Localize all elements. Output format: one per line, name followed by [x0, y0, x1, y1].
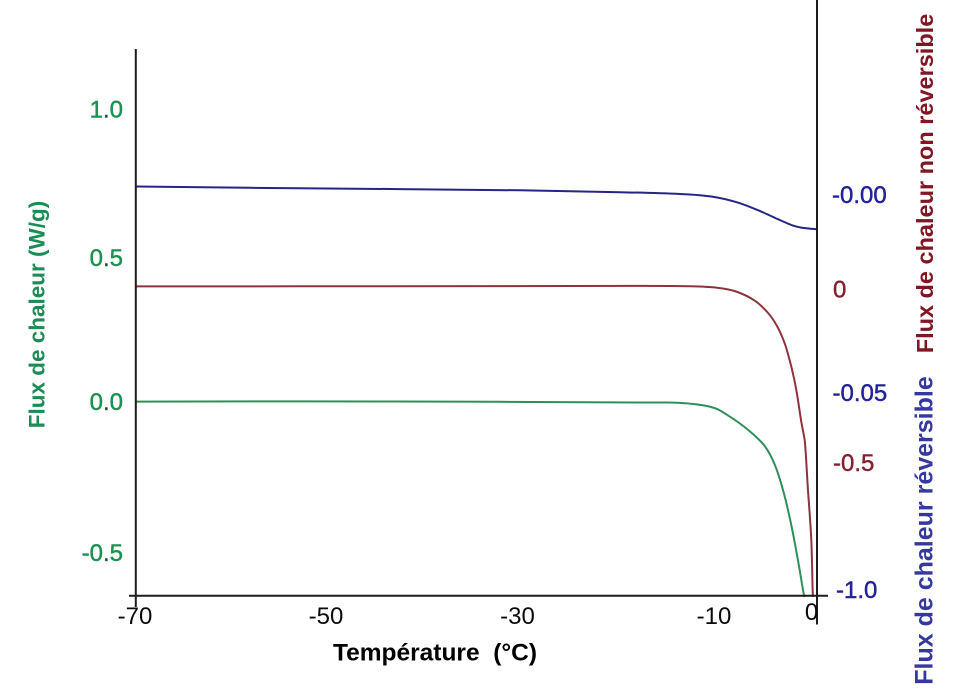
svg-text:0: 0: [805, 599, 818, 626]
svg-text:-50: -50: [309, 603, 344, 630]
svg-text:1.0: 1.0: [90, 96, 123, 123]
svg-text:-0.05: -0.05: [833, 380, 888, 407]
svg-text:-10: -10: [697, 603, 732, 630]
svg-text:-30: -30: [500, 603, 535, 630]
svg-text:Flux de chaleur non réversible: Flux de chaleur non réversible: [912, 14, 938, 354]
svg-text:Flux de chaleur (W/g): Flux de chaleur (W/g): [25, 201, 50, 429]
svg-text:-70: -70: [118, 603, 153, 630]
svg-text:0.5: 0.5: [90, 245, 123, 272]
svg-text:Température (°C): Température (°C): [333, 640, 537, 667]
svg-text:0.0: 0.0: [90, 389, 123, 416]
svg-text:0: 0: [833, 276, 846, 303]
svg-text:-1.0: -1.0: [836, 577, 877, 604]
svg-text:-0.5: -0.5: [82, 540, 123, 567]
svg-text:Flux de chaleur réversible: Flux de chaleur réversible: [911, 376, 939, 685]
svg-text:-0.00: -0.00: [832, 182, 887, 209]
svg-text:-0.5: -0.5: [833, 450, 874, 477]
